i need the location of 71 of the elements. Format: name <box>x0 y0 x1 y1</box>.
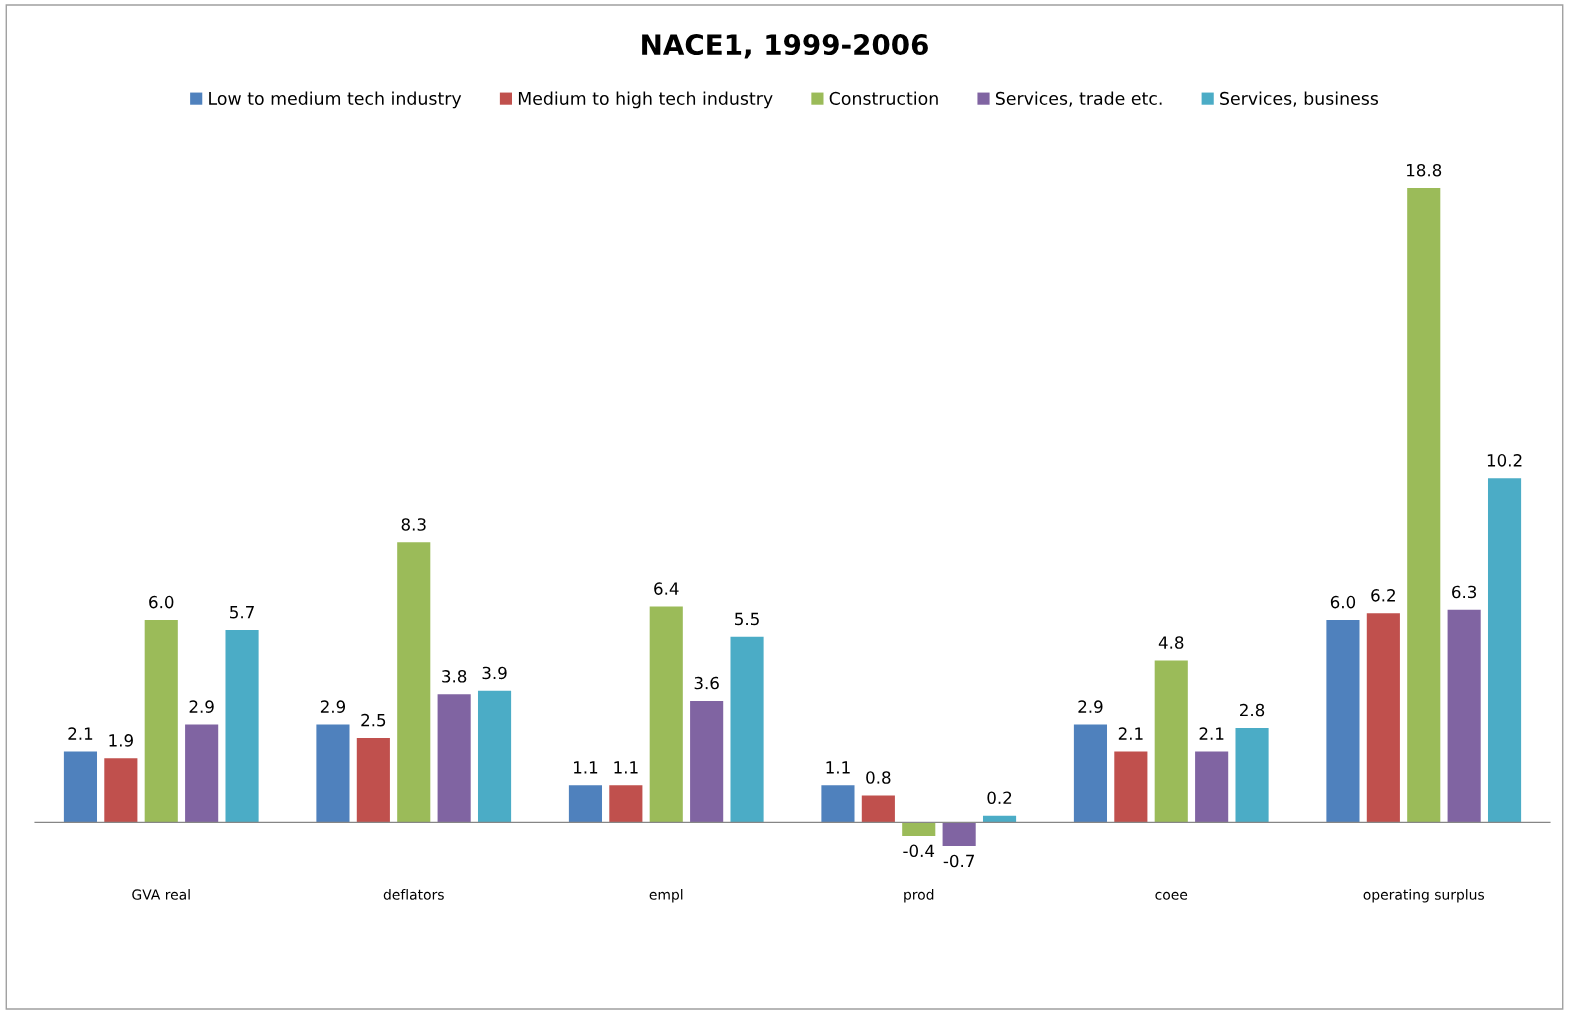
data-label: 2.9 <box>189 700 214 713</box>
data-label: 3.6 <box>694 676 719 690</box>
data-label: 5.7 <box>230 606 254 619</box>
bar <box>1073 724 1108 823</box>
x-tick-label: empl <box>649 889 683 903</box>
data-label: 1.9 <box>109 734 133 747</box>
x-tick-label: GVA real <box>132 889 190 900</box>
data-label: 2.9 <box>320 700 346 713</box>
data-label: 2.1 <box>1199 727 1224 740</box>
bar <box>477 690 512 823</box>
bar <box>568 785 603 823</box>
data-label: 6.0 <box>1330 595 1356 609</box>
data-label: 2.1 <box>1118 727 1143 740</box>
data-label: 6.4 <box>654 582 679 595</box>
bar <box>1326 619 1360 823</box>
legend-label: Construction <box>829 91 938 105</box>
bar <box>356 738 390 823</box>
bar <box>185 724 219 823</box>
data-label: 1.1 <box>826 761 850 774</box>
bar <box>316 724 350 823</box>
bar <box>1366 613 1400 823</box>
data-label: 6.2 <box>1371 589 1395 602</box>
legend-label: Medium to high tech industry <box>518 91 773 109</box>
bar <box>104 758 138 823</box>
bar <box>690 700 724 823</box>
x-tick-label: deflators <box>383 889 444 900</box>
data-label: 1.1 <box>614 761 638 774</box>
data-label: -0.7 <box>943 854 974 868</box>
data-label: 3.9 <box>482 666 507 680</box>
bar <box>225 630 259 823</box>
bar <box>649 606 683 823</box>
legend-label: Services, business <box>1220 91 1379 107</box>
bar <box>1447 609 1481 823</box>
data-label: -0.4 <box>903 844 935 858</box>
bar <box>902 822 936 836</box>
bar <box>437 694 471 823</box>
data-label: 8.3 <box>401 518 426 531</box>
x-tick-label: operating surplus <box>1363 889 1485 903</box>
data-label: 2.9 <box>1078 700 1103 713</box>
bar <box>1487 478 1522 823</box>
bar <box>730 636 764 823</box>
data-label: 6.3 <box>1452 585 1477 599</box>
data-label: 18.8 <box>1407 163 1442 177</box>
bar <box>1235 727 1269 823</box>
x-tick-label: prod <box>904 889 934 903</box>
data-label: 2.5 <box>361 713 386 727</box>
legend-label: Low to medium tech industry <box>209 91 462 109</box>
bar <box>1154 660 1188 823</box>
data-label: 4.8 <box>1158 636 1184 649</box>
data-label: 1.1 <box>574 761 598 774</box>
data-label: 6.0 <box>149 595 174 609</box>
bar <box>144 619 178 823</box>
chart-title: NACE1, 1999-2006 <box>642 34 928 59</box>
data-label: 2.1 <box>68 727 93 740</box>
bar <box>1407 188 1441 823</box>
data-label: 2.8 <box>1240 703 1265 717</box>
bar <box>1114 751 1148 823</box>
bar <box>821 785 855 823</box>
bar <box>1195 751 1229 823</box>
bar <box>942 822 976 847</box>
data-label: 10.2 <box>1487 454 1522 467</box>
bar <box>63 751 98 823</box>
x-tick-label: coee <box>1155 891 1188 900</box>
legend-label: Services, trade etc. <box>995 91 1162 107</box>
data-label: 3.8 <box>442 670 467 683</box>
bar <box>609 785 643 823</box>
bar <box>861 795 895 823</box>
data-label: 0.8 <box>866 771 891 784</box>
data-label: 0.2 <box>987 791 1012 805</box>
data-label: 5.5 <box>735 612 759 626</box>
bar <box>397 542 431 823</box>
